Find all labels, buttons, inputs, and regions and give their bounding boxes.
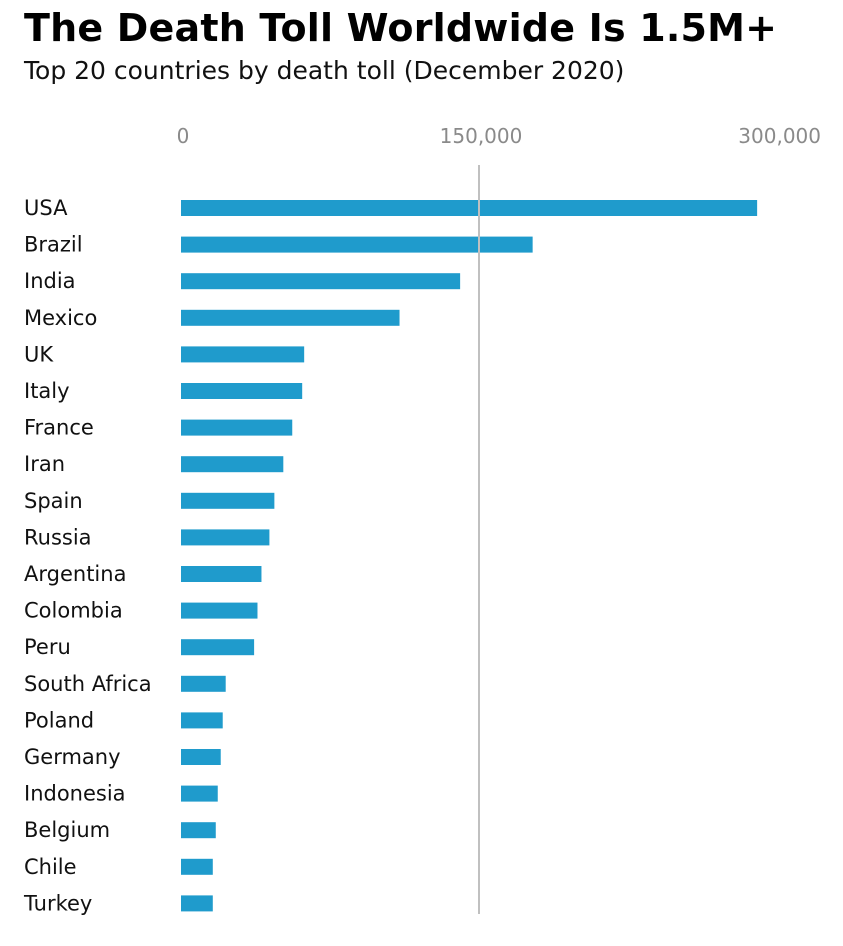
- x-tick-label: 0: [177, 124, 190, 148]
- category-label: Poland: [24, 708, 94, 732]
- category-label: Germany: [24, 745, 121, 769]
- bar: [181, 858, 213, 875]
- category-label: Brazil: [24, 233, 83, 257]
- bar: [181, 712, 223, 729]
- category-labels: USA Brazil India Mexico UK Italy France Iran Spa…: [23, 196, 152, 915]
- category-label: Iran: [24, 452, 65, 476]
- bar: [181, 785, 218, 802]
- category-label: Russia: [24, 525, 92, 549]
- category-label: Turkey: [23, 891, 92, 915]
- bar: [181, 675, 226, 692]
- category-label: UK: [24, 342, 54, 366]
- bar: [181, 383, 303, 399]
- bar: [181, 749, 221, 765]
- bar: [181, 492, 275, 509]
- category-label: Colombia: [24, 599, 123, 623]
- x-tick-label: 150,000: [440, 124, 523, 148]
- category-label: Spain: [24, 489, 83, 513]
- category-label: USA: [24, 196, 68, 220]
- category-label: India: [24, 269, 76, 293]
- bar: [181, 309, 400, 326]
- bar: [181, 456, 284, 473]
- bar: [181, 200, 758, 216]
- category-label: Indonesia: [24, 782, 126, 806]
- category-label: Italy: [24, 379, 70, 403]
- bar: [181, 822, 216, 839]
- bar: [181, 566, 262, 582]
- chart-title: The Death Toll Worldwide Is 1.5M+: [24, 6, 778, 50]
- category-label: Mexico: [24, 306, 97, 330]
- bar: [181, 602, 258, 619]
- bar: [181, 639, 255, 656]
- category-label: Argentina: [24, 562, 126, 586]
- chart-subtitle: Top 20 countries by death toll (December…: [24, 56, 625, 85]
- category-label: France: [24, 416, 94, 440]
- bar: [181, 419, 293, 436]
- bar: [181, 236, 533, 253]
- x-axis-ticks: 0 150,000 300,000: [177, 124, 821, 148]
- category-label: South Africa: [24, 672, 152, 696]
- category-label: Peru: [24, 635, 71, 659]
- x-tick-label: 300,000: [738, 124, 821, 148]
- bar: [181, 529, 270, 546]
- category-label: Belgium: [24, 818, 110, 842]
- bar: [181, 273, 461, 290]
- bar: [181, 346, 305, 363]
- category-label: Chile: [24, 855, 77, 879]
- bar: [181, 895, 213, 912]
- bars: [181, 200, 758, 912]
